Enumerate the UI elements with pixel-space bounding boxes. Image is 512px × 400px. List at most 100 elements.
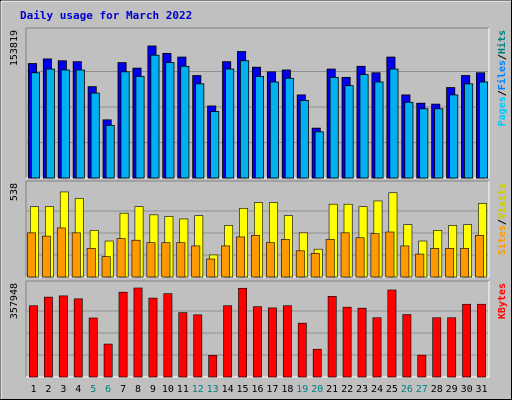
bar-kbytes <box>253 306 262 378</box>
bar-kbytes <box>402 314 412 378</box>
x-tick-label: 8 <box>135 384 141 395</box>
bar-files <box>314 131 324 179</box>
bar-sites <box>445 248 455 278</box>
x-tick-label: 24 <box>371 384 383 395</box>
chart-title: Daily usage for March 2022 <box>20 9 192 22</box>
bar-files <box>434 108 444 179</box>
legend-pages: Pages <box>497 96 508 126</box>
bar-kbytes <box>477 303 486 378</box>
bar-sites <box>27 232 36 278</box>
bar-sites <box>131 239 141 278</box>
bar-files <box>284 77 294 179</box>
x-tick-label: 7 <box>120 384 126 395</box>
bar-kbytes <box>312 348 322 378</box>
y-max-label: 538 <box>9 183 20 201</box>
x-tick-label: 20 <box>311 384 323 395</box>
x-tick-label: 9 <box>150 384 156 395</box>
x-tick-label: 1 <box>30 384 36 395</box>
bar-sites <box>310 252 320 278</box>
bar-kbytes <box>223 305 233 378</box>
bar-kbytes <box>133 287 143 378</box>
bar-kbytes <box>447 317 457 378</box>
bar-kbytes <box>387 289 397 378</box>
legend-files: Files <box>496 60 508 90</box>
bar-kbytes <box>342 306 352 378</box>
x-tick-label: 10 <box>162 384 174 395</box>
x-tick-label: 2 <box>45 384 51 395</box>
bar-sites <box>280 239 290 278</box>
x-tick-label: 18 <box>281 384 293 395</box>
bar-sites <box>86 248 96 278</box>
x-tick-label: 12 <box>192 384 204 395</box>
x-tick-label: 15 <box>237 384 249 395</box>
bar-files <box>464 83 474 179</box>
panel-kbytes: 357948 KBytes <box>9 280 508 378</box>
x-tick-label: 6 <box>105 384 111 395</box>
bar-files <box>30 72 40 179</box>
bar-files <box>449 94 459 179</box>
bar-sites <box>370 233 380 278</box>
bar-sites <box>101 256 111 278</box>
x-tick-label: 3 <box>60 384 66 395</box>
x-tick-label: 28 <box>431 384 443 395</box>
bar-sites <box>161 242 171 278</box>
bar-sites <box>206 258 216 278</box>
bar-files <box>180 65 190 179</box>
bar-sites <box>71 232 81 278</box>
bar-files <box>374 81 384 179</box>
bar-files <box>419 108 429 179</box>
bar-kbytes <box>432 317 442 378</box>
bar-kbytes <box>118 291 128 378</box>
legend-hits: Hits <box>496 30 508 54</box>
bar-files <box>240 60 250 179</box>
bar-files <box>359 74 369 179</box>
bar-kbytes <box>357 307 367 378</box>
bar-kbytes <box>73 298 83 378</box>
bar-files <box>45 68 55 179</box>
x-tick-label: 29 <box>446 384 458 395</box>
bar-files <box>135 76 145 179</box>
bar-sites <box>221 245 231 278</box>
bar-files <box>389 68 399 179</box>
bar-kbytes <box>29 305 38 378</box>
legend-kbytes: KBytes <box>497 283 508 319</box>
bar-sites <box>295 250 305 278</box>
bar-kbytes <box>238 287 247 378</box>
bar-sites <box>236 236 245 278</box>
x-tick-label: 31 <box>476 384 488 395</box>
bar-kbytes <box>372 317 382 378</box>
bar-sites <box>460 248 470 278</box>
bar-kbytes <box>268 307 277 378</box>
bar-files <box>150 54 160 179</box>
bar-sites <box>340 232 350 278</box>
legend-separator: / <box>497 90 508 96</box>
bar-files <box>195 83 205 179</box>
x-tick-label: 26 <box>401 384 413 395</box>
y-max-label: 357948 <box>9 283 20 319</box>
bar-kbytes <box>88 317 98 378</box>
bar-sites <box>251 234 260 278</box>
bar-kbytes <box>163 293 173 378</box>
bar-files <box>60 69 70 179</box>
bar-sites <box>176 242 186 278</box>
legend-sites: Sites <box>496 225 508 255</box>
bar-sites <box>430 248 440 278</box>
chart-panels: 153819Pages/Files/Hits538Sites/Visits357… <box>9 27 508 378</box>
bar-kbytes <box>208 355 218 378</box>
x-tick-label: 21 <box>326 384 338 395</box>
bar-kbytes <box>58 295 68 378</box>
x-axis-labels: 1 2 3 4 5 6 7 8 9 10 11 12 13 14 15 16 17 18 19 20 21 22 23 24 2… <box>30 384 487 395</box>
bar-files <box>254 76 265 179</box>
bar-files <box>404 101 414 179</box>
bar-kbytes <box>178 312 188 378</box>
bar-sites <box>475 234 484 278</box>
x-tick-label: 4 <box>75 384 81 395</box>
x-tick-label: 13 <box>207 384 219 395</box>
y-max-label: 153819 <box>9 30 20 66</box>
bar-kbytes <box>462 303 472 378</box>
bar-sites <box>56 227 66 278</box>
x-tick-label: 30 <box>461 384 473 395</box>
bar-files <box>269 81 279 179</box>
